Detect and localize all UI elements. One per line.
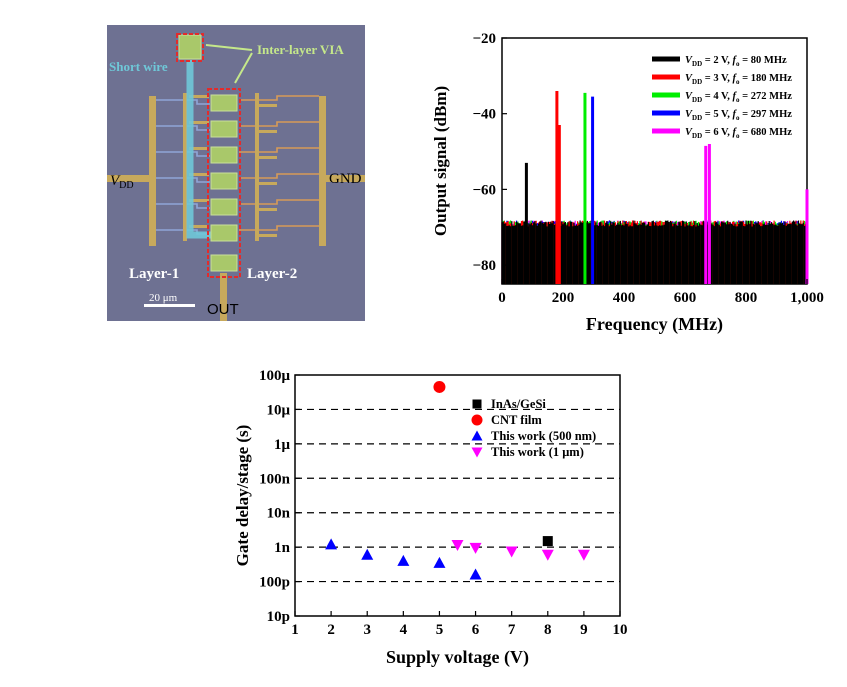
gate-delay-point-s2-1 [433,380,446,393]
via-arrow-2 [234,52,253,84]
spectrum-y-axis-label: Output signal (dBm) [431,86,450,236]
spectrum-x-tick-label: 0 [498,290,506,306]
gate-delay-panel: 10p 100p 1n 10n 100n 1μ 10μ 100μ 1 2 3 4 5 6 7 8 9 10 InA… [230,360,650,680]
spectrum-noise-floor [501,220,808,284]
spectrum-legend: VDD = 2 V, fo = 80 MHz VDD = 3 V, fo = 18… [652,55,792,140]
spectrum-legend-label-2: VDD = 3 V, fo = 180 MHz [685,73,792,86]
spectrum-y-tick-label: −20 [472,31,496,47]
gate-delay-point-s4-2 [469,542,482,554]
gate-delay-legend-marker-4 [471,447,483,458]
gate-delay-x-tick-label: 8 [544,622,552,638]
gate-delay-point-s3-3 [397,554,410,566]
spectrum-legend-label-1: VDD = 2 V, fo = 80 MHz [685,55,787,68]
gate-delay-y-tick-label: 10μ [266,402,290,418]
gate-delay-points [325,380,590,580]
gate-delay-legend-marker-1 [472,399,482,409]
gate-delay-x-tick-label: 4 [400,622,408,638]
spectrum-x-tick-label: 1,000 [790,290,824,306]
via-column-highlight-box [207,88,241,278]
gate-delay-x-tick-label: 7 [508,622,516,638]
gate-delay-point-s4-4 [541,549,554,561]
gnd-label: GND [329,171,362,187]
gate-delay-legend-marker-3 [471,430,483,441]
gate-delay-point-s3-2 [361,548,374,560]
gate-delay-chart: 10p 100p 1n 10n 100n 1μ 10μ 100μ 1 2 3 4 5 6 7 8 9 10 InA… [233,368,628,668]
inter-layer-vias [178,34,238,272]
layer2-label: Layer-2 [247,266,297,282]
spectrum-x-tick-label: 200 [552,290,575,306]
gate-delay-plot-frame [294,374,621,617]
gate-delay-legend-label-1: InAs/GeSi [491,397,546,411]
via-label: Inter-layer VIA [257,42,344,57]
gate-delay-point-s4-3 [505,546,518,558]
vdd-label: VDD [110,173,134,191]
gate-delay-y-tick-label: 100μ [259,368,291,384]
spectrum-chart: 0 200 400 600 800 1,000 −80 −60 −40 −20 VDD = 2 V… [431,31,824,335]
gate-delay-x-tick-label: 9 [580,622,588,638]
spectrum-legend-label-3: VDD = 4 V, fo = 272 MHz [685,91,792,104]
gate-delay-y-tick-label: 100p [259,575,290,591]
spectrum-legend-label-5: VDD = 6 V, fo = 680 MHz [685,127,792,140]
gate-delay-x-tick-label: 5 [436,622,444,638]
via-arrow-1 [205,44,253,51]
gate-delay-x-tick-label: 1 [291,622,299,638]
spectrum-y-tick-label: −60 [472,182,496,198]
layer1-gates [183,93,209,241]
gate-delay-axes: 10p 100p 1n 10n 100n 1μ 10μ 100μ 1 2 3 4 5 6 7 8 9 10 [259,368,628,638]
gate-delay-point-s4-5 [577,549,590,561]
scale-bar [144,304,195,307]
spectrum-x-tick-label: 600 [674,290,697,306]
gnd-rail [319,96,326,246]
out-wire [220,273,227,321]
gate-delay-y-tick-label: 1μ [274,437,291,453]
gate-delay-point-s3-4 [433,556,446,568]
gate-delay-y-tick-label: 100n [259,471,291,487]
layer2-gates [255,93,277,241]
layer1-label: Layer-1 [129,266,179,282]
gate-delay-x-tick-label: 2 [327,622,335,638]
vdd-rail [149,96,156,246]
micrograph-image [107,25,365,321]
gate-delay-legend-label-3: This work (500 nm) [491,429,596,443]
vdd-pad-wire [107,175,151,182]
gate-delay-y-tick-label: 10n [267,506,291,522]
spectrum-panel: 0 200 400 600 800 1,000 −80 −60 −40 −20 VDD = 2 V… [430,25,830,340]
gate-delay-x-tick-label: 3 [363,622,371,638]
gate-delay-point-s4-1 [451,540,464,552]
noise-floor-1 [501,220,808,284]
gate-delay-y-tick-label: 1n [274,540,291,556]
gate-delay-y-tick-label: 10p [267,609,290,625]
spectrum-y-tick-label: −40 [472,107,496,123]
short-wire [186,60,211,239]
gate-delay-legend-label-4: This work (1 μm) [491,445,584,459]
gate-delay-point-s1-1 [542,536,553,547]
short-wire-label: Short wire [109,59,168,74]
spectrum-y-tick-label: −80 [472,258,496,274]
spectrum-x-tick-label: 800 [735,290,758,306]
spectrum-x-axis-label: Frequency (MHz) [586,314,723,335]
gnd-pad-wire [325,175,365,182]
gate-delay-x-tick-label: 6 [472,622,480,638]
spectrum-x-tick-label: 400 [613,290,636,306]
gate-delay-point-s3-5 [469,568,482,580]
gate-delay-y-axis-label: Gate delay/stage (s) [233,425,252,567]
gate-delay-x-axis-label: Supply voltage (V) [386,647,529,668]
scale-label: 20 μm [149,292,178,304]
gate-delay-point-s3-1 [325,538,338,550]
gate-delay-legend: InAs/GeSi CNT film This work (500 nm) This … [471,397,596,459]
spectrum-peaks [524,90,809,284]
micrograph-labels: Inter-layer VIA Short wire VDD GND Layer… [109,42,362,304]
out-label: OUT [207,301,239,318]
spectrum-legend-label-4: VDD = 5 V, fo = 297 MHz [685,109,792,122]
spectrum-axes: 0 200 400 600 800 1,000 −80 −60 −40 −20 [472,31,823,306]
via-highlight-box [176,33,204,62]
gate-delay-legend-marker-2 [471,414,483,426]
gate-delay-legend-label-2: CNT film [491,413,542,427]
micrograph-panel: Inter-layer VIA Short wire VDD GND Layer… [107,25,365,321]
gate-delay-x-tick-label: 10 [613,622,628,638]
